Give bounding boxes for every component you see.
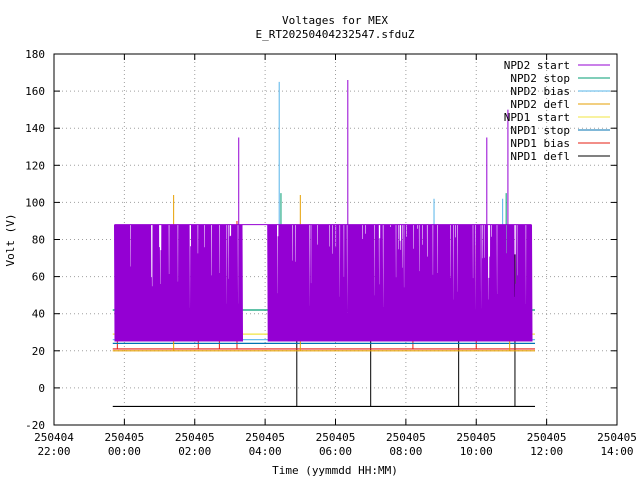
y-tick-label: 80 — [32, 234, 45, 247]
x-tick-time: 22:00 — [37, 445, 70, 458]
legend-label-npd2-bias: NPD2 bias — [510, 85, 570, 98]
x-tick-time: 04:00 — [249, 445, 282, 458]
y-tick-label: 160 — [25, 85, 45, 98]
y-tick-label: 20 — [32, 345, 45, 358]
legend-label-npd1-bias: NPD1 bias — [510, 137, 570, 150]
x-tick-time: 02:00 — [178, 445, 211, 458]
x-tick-time: 08:00 — [389, 445, 422, 458]
x-tick-date: 250405 — [456, 431, 496, 444]
x-tick-date: 250405 — [527, 431, 567, 444]
y-tick-label: 60 — [32, 271, 45, 284]
x-tick-time: 10:00 — [460, 445, 493, 458]
x-tick-time: 14:00 — [600, 445, 633, 458]
x-tick-date: 250405 — [245, 431, 285, 444]
y-tick-label: 120 — [25, 159, 45, 172]
y-tick-label: 180 — [25, 48, 45, 61]
series-band — [114, 224, 533, 342]
chart-title: Voltages for MEX — [282, 14, 388, 27]
legend-label-npd2-stop: NPD2 stop — [510, 72, 570, 85]
x-tick-time: 00:00 — [108, 445, 141, 458]
x-axis-label: Time (yymmdd HH:MM) — [272, 464, 398, 477]
y-tick-label: 140 — [25, 122, 45, 135]
y-tick-label: 100 — [25, 196, 45, 209]
legend-label-npd1-start: NPD1 start — [504, 111, 570, 124]
chart-subtitle: E_RT20250404232547.sfduZ — [256, 28, 415, 41]
x-tick-date: 250405 — [597, 431, 637, 444]
y-axis-label: Volt (V) — [4, 214, 17, 267]
y-tick-label: -20 — [25, 419, 45, 432]
legend-label-npd2-start: NPD2 start — [504, 59, 570, 72]
legend-label-npd1-defl: NPD1 defl — [510, 150, 570, 163]
x-tick-time: 06:00 — [319, 445, 352, 458]
x-tick-date: 250405 — [316, 431, 356, 444]
plot-series — [112, 79, 536, 408]
x-tick-time: 12:00 — [530, 445, 563, 458]
legend-label-npd1-stop: NPD1 stop — [510, 124, 570, 137]
x-tick-date: 250405 — [175, 431, 215, 444]
series-npd2-start — [114, 79, 533, 342]
x-tick-date: 250404 — [34, 431, 74, 444]
x-tick-date: 250405 — [386, 431, 426, 444]
y-tick-label: 40 — [32, 308, 45, 321]
x-tick-date: 250405 — [105, 431, 145, 444]
y-tick-label: 0 — [38, 382, 45, 395]
legend-label-npd2-defl: NPD2 defl — [510, 98, 570, 111]
